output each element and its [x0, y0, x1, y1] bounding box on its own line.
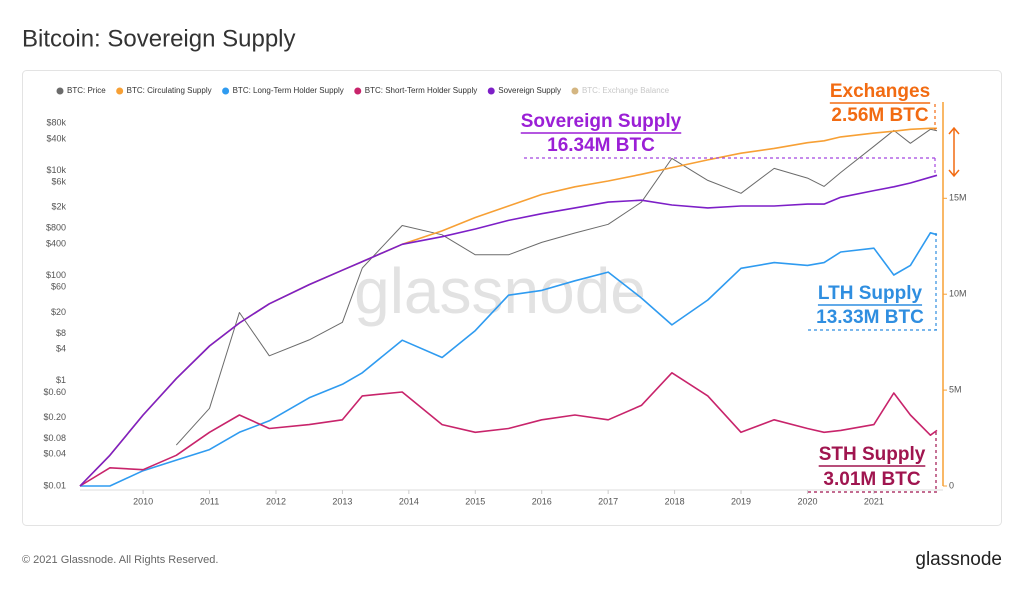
legend-label: BTC: Long-Term Holder Supply: [233, 86, 344, 95]
legend-label: BTC: Short-Term Holder Supply: [365, 86, 477, 95]
y-tick-label: $20: [51, 307, 66, 317]
chart-card: [22, 70, 1002, 526]
x-tick-label: 2010: [133, 496, 153, 506]
y-tick-label: $0.08: [43, 433, 66, 443]
y-tick-label: $8: [56, 328, 66, 338]
series-line: [80, 232, 938, 487]
legend-marker: [116, 87, 124, 95]
y2-tick-label: 15M: [949, 193, 967, 203]
logo: glassnode: [915, 549, 1002, 570]
annotation-value: 3.01M BTC: [823, 469, 920, 490]
legend-label: BTC: Exchange Balance: [582, 86, 670, 95]
x-tick-label: 2014: [399, 496, 419, 506]
x-tick-label: 2015: [465, 496, 485, 506]
y-tick-label: $400: [46, 238, 66, 248]
legend-label: BTC: Price: [67, 86, 106, 95]
y2-tick-label: 0: [949, 480, 954, 490]
copyright: © 2021 Glassnode. All Rights Reserved.: [22, 554, 218, 566]
y-tick-label: $6k: [51, 177, 66, 187]
y-tick-label: $60: [51, 282, 66, 292]
legend-marker: [222, 87, 230, 95]
watermark: glassnode: [354, 255, 646, 327]
y-tick-label: $800: [46, 223, 66, 233]
x-tick-label: 2012: [266, 496, 286, 506]
legend-label: BTC: Circulating Supply: [127, 86, 212, 95]
y-tick-label: $0.04: [43, 449, 66, 459]
x-tick-label: 2013: [332, 496, 352, 506]
range-arrow: [948, 126, 960, 178]
x-tick-label: 2018: [665, 496, 685, 506]
series-line: [79, 174, 938, 487]
y2-tick-label: 5M: [949, 384, 962, 394]
page-title: Bitcoin: Sovereign Supply: [22, 25, 296, 52]
x-tick-label: 2016: [532, 496, 552, 506]
y-tick-label: $80k: [46, 117, 66, 127]
x-tick-label: 2021: [864, 496, 884, 506]
legend-marker: [487, 87, 495, 95]
legend-marker: [571, 87, 579, 95]
y-tick-label: $10k: [46, 165, 66, 175]
legend-label: Sovereign Supply: [498, 86, 561, 95]
x-tick-label: 2017: [598, 496, 618, 506]
y-tick-label: $0.20: [43, 412, 66, 422]
x-tick-label: 2020: [797, 496, 817, 506]
annotation-value: 13.33M BTC: [816, 307, 924, 328]
y-tick-label: $1: [56, 375, 66, 385]
x-tick-label: 2019: [731, 496, 751, 506]
annotation-title: LTH Supply: [818, 283, 923, 304]
y2-tick-label: 10M: [949, 289, 967, 299]
y-tick-label: $0.01: [43, 480, 66, 490]
y-tick-label: $2k: [51, 202, 66, 212]
x-tick-label: 2011: [200, 496, 219, 506]
legend-marker: [56, 87, 64, 95]
y-tick-label: $4: [56, 344, 66, 354]
y-tick-label: $100: [46, 270, 66, 280]
series-line: [79, 372, 938, 487]
annotation-title: STH Supply: [819, 444, 926, 465]
annotation-title: Sovereign Supply: [521, 111, 682, 132]
legend-marker: [354, 87, 362, 95]
annotation-title: Exchanges: [830, 81, 930, 102]
series-line: [175, 128, 938, 446]
annotation-value: 2.56M BTC: [831, 105, 928, 126]
y-tick-label: $0.60: [43, 387, 66, 397]
annotation-value: 16.34M BTC: [547, 135, 655, 156]
y-tick-label: $40k: [46, 133, 66, 143]
